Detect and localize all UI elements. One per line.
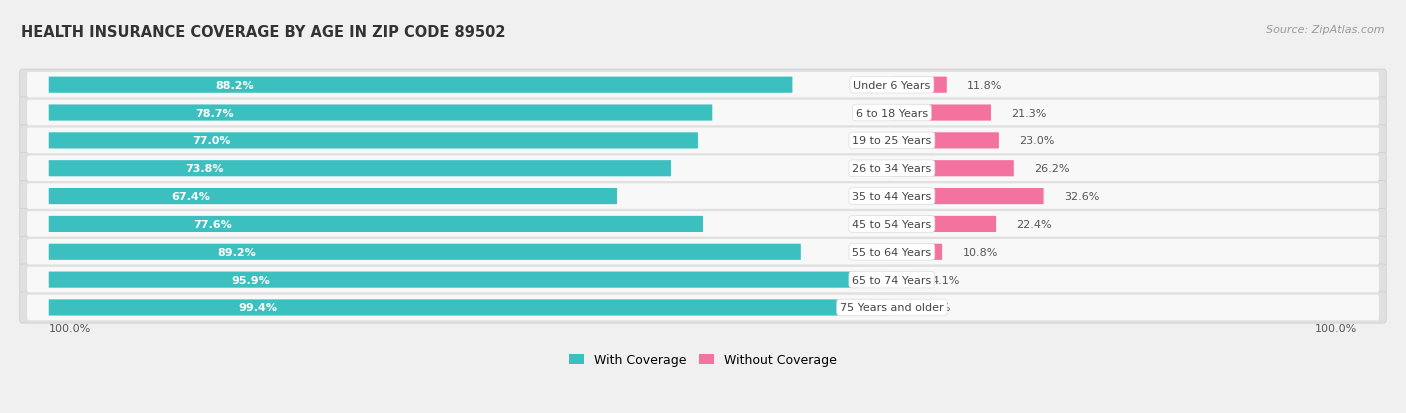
FancyBboxPatch shape <box>891 105 991 121</box>
FancyBboxPatch shape <box>27 156 1379 182</box>
FancyBboxPatch shape <box>20 181 1386 212</box>
Text: 77.0%: 77.0% <box>191 136 231 146</box>
Text: 6 to 18 Years: 6 to 18 Years <box>856 108 928 118</box>
FancyBboxPatch shape <box>49 161 671 177</box>
Text: 78.7%: 78.7% <box>195 108 233 118</box>
FancyBboxPatch shape <box>27 184 1379 209</box>
FancyBboxPatch shape <box>20 292 1386 323</box>
FancyBboxPatch shape <box>891 161 1014 177</box>
Text: 99.4%: 99.4% <box>239 303 278 313</box>
Text: 11.8%: 11.8% <box>967 81 1002 90</box>
Text: 45 to 54 Years: 45 to 54 Years <box>852 219 932 229</box>
FancyBboxPatch shape <box>49 300 887 316</box>
Text: HEALTH INSURANCE COVERAGE BY AGE IN ZIP CODE 89502: HEALTH INSURANCE COVERAGE BY AGE IN ZIP … <box>21 25 506 40</box>
Text: 26.2%: 26.2% <box>1033 164 1070 174</box>
FancyBboxPatch shape <box>49 133 697 149</box>
Text: 32.6%: 32.6% <box>1064 192 1099 202</box>
Text: 77.6%: 77.6% <box>193 219 232 229</box>
FancyBboxPatch shape <box>27 211 1379 237</box>
FancyBboxPatch shape <box>20 98 1386 129</box>
FancyBboxPatch shape <box>27 295 1379 320</box>
FancyBboxPatch shape <box>20 237 1386 268</box>
FancyBboxPatch shape <box>49 77 793 93</box>
FancyBboxPatch shape <box>27 73 1379 98</box>
FancyBboxPatch shape <box>891 300 894 316</box>
FancyBboxPatch shape <box>891 189 1043 205</box>
FancyBboxPatch shape <box>49 244 801 260</box>
Text: Source: ZipAtlas.com: Source: ZipAtlas.com <box>1267 25 1385 35</box>
FancyBboxPatch shape <box>27 128 1379 154</box>
Text: 75 Years and older: 75 Years and older <box>839 303 943 313</box>
FancyBboxPatch shape <box>891 272 911 288</box>
FancyBboxPatch shape <box>891 216 995 233</box>
Text: 88.2%: 88.2% <box>215 81 254 90</box>
Text: 100.0%: 100.0% <box>49 323 91 333</box>
FancyBboxPatch shape <box>49 105 713 121</box>
FancyBboxPatch shape <box>49 189 617 205</box>
Legend: With Coverage, Without Coverage: With Coverage, Without Coverage <box>564 349 842 371</box>
FancyBboxPatch shape <box>49 272 858 288</box>
Text: 0.58%: 0.58% <box>915 303 950 313</box>
Text: 23.0%: 23.0% <box>1019 136 1054 146</box>
Text: 19 to 25 Years: 19 to 25 Years <box>852 136 932 146</box>
FancyBboxPatch shape <box>891 133 998 149</box>
Text: 73.8%: 73.8% <box>186 164 224 174</box>
FancyBboxPatch shape <box>27 267 1379 293</box>
FancyBboxPatch shape <box>27 240 1379 265</box>
Text: 35 to 44 Years: 35 to 44 Years <box>852 192 932 202</box>
Text: 21.3%: 21.3% <box>1011 108 1046 118</box>
FancyBboxPatch shape <box>20 70 1386 101</box>
Text: 55 to 64 Years: 55 to 64 Years <box>852 247 931 257</box>
Text: 95.9%: 95.9% <box>232 275 270 285</box>
FancyBboxPatch shape <box>49 216 703 233</box>
Text: 22.4%: 22.4% <box>1017 219 1052 229</box>
Text: Under 6 Years: Under 6 Years <box>853 81 931 90</box>
FancyBboxPatch shape <box>27 100 1379 126</box>
FancyBboxPatch shape <box>891 244 942 260</box>
FancyBboxPatch shape <box>20 264 1386 296</box>
FancyBboxPatch shape <box>20 126 1386 157</box>
Text: 4.1%: 4.1% <box>931 275 959 285</box>
FancyBboxPatch shape <box>20 209 1386 240</box>
Text: 89.2%: 89.2% <box>218 247 256 257</box>
FancyBboxPatch shape <box>891 77 946 93</box>
Text: 10.8%: 10.8% <box>962 247 998 257</box>
Text: 65 to 74 Years: 65 to 74 Years <box>852 275 932 285</box>
FancyBboxPatch shape <box>20 153 1386 184</box>
Text: 100.0%: 100.0% <box>1315 323 1357 333</box>
Text: 26 to 34 Years: 26 to 34 Years <box>852 164 932 174</box>
Text: 67.4%: 67.4% <box>172 192 211 202</box>
